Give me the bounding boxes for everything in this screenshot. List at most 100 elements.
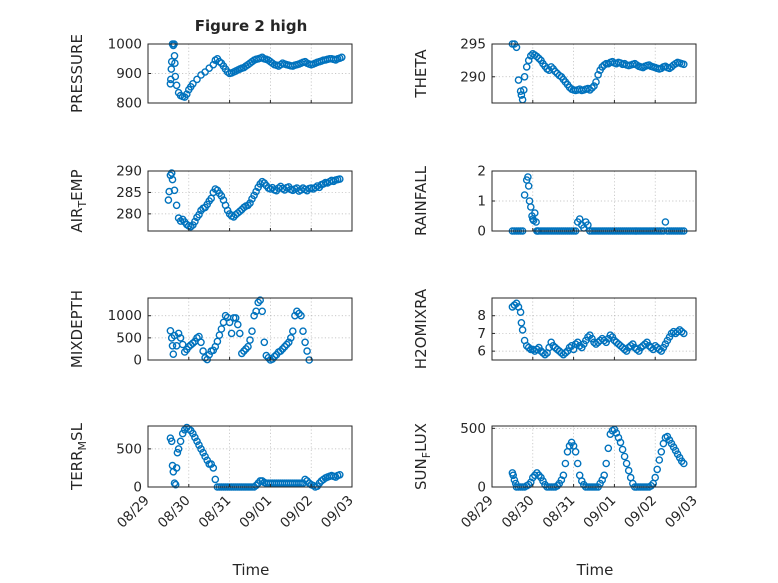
data-point xyxy=(335,470,344,479)
x-tick-label: 09/03 xyxy=(318,493,357,532)
data-point xyxy=(189,339,197,348)
data-point xyxy=(532,218,540,226)
data-point xyxy=(620,452,629,461)
data-point xyxy=(600,336,609,345)
data-point xyxy=(655,456,664,464)
x-tick-label: 08/30 xyxy=(499,493,538,532)
data-point xyxy=(172,341,181,350)
data-point xyxy=(288,327,297,336)
data-point xyxy=(189,429,197,438)
data-point xyxy=(280,342,289,351)
data-point xyxy=(335,175,344,183)
data-point xyxy=(167,437,176,446)
data-point xyxy=(561,459,570,468)
x-tick-label: 08/30 xyxy=(155,493,194,532)
data-point xyxy=(240,347,248,355)
y-tick-label: 0 xyxy=(133,480,142,496)
data-point xyxy=(590,82,598,90)
y-axis-label: AIRTEMP xyxy=(68,169,89,232)
data-point xyxy=(242,345,250,353)
data-point xyxy=(176,437,185,446)
data-point xyxy=(539,349,547,357)
y-tick-label: 7 xyxy=(477,326,486,342)
x-tick-label: 09/02 xyxy=(621,493,660,532)
data-point xyxy=(168,175,177,184)
y-axis-label: PRESSURE xyxy=(68,34,86,113)
x-tick-label: 08/31 xyxy=(540,493,579,532)
data-point xyxy=(541,350,549,359)
data-point xyxy=(575,341,584,350)
data-point xyxy=(254,298,263,307)
data-point xyxy=(531,209,539,217)
data-point xyxy=(256,296,265,305)
data-point xyxy=(565,343,574,352)
x-tick-label: 09/03 xyxy=(662,493,701,532)
data-point xyxy=(592,78,600,86)
subplot-6: 6 7 8 H2OMIXRA xyxy=(412,288,697,369)
data-point xyxy=(244,201,252,210)
y-axis-label: RAINFALL xyxy=(412,165,430,236)
data-point xyxy=(651,473,660,482)
data-point xyxy=(586,86,594,94)
y-tick-label: 1000 xyxy=(108,308,142,324)
data-point xyxy=(211,475,220,484)
data-point xyxy=(215,331,224,340)
data-point xyxy=(293,307,301,316)
data-point xyxy=(311,183,320,192)
data-point xyxy=(571,340,580,348)
data-point xyxy=(209,60,218,69)
data-point xyxy=(510,476,519,484)
data-point xyxy=(195,441,203,449)
data-point xyxy=(535,54,543,63)
data-point xyxy=(547,63,556,71)
y-tick-label: 280 xyxy=(116,206,142,222)
data-point xyxy=(171,59,179,68)
data-point xyxy=(217,325,226,333)
y-tick-label: 290 xyxy=(460,69,486,85)
axes-frame xyxy=(147,170,353,232)
data-point xyxy=(680,459,688,468)
data-point xyxy=(604,444,613,453)
x-axis-label-right: Time xyxy=(576,561,614,579)
data-point xyxy=(561,349,570,357)
data-point xyxy=(284,338,293,347)
data-point xyxy=(235,329,244,338)
y-tick-label: 1 xyxy=(477,194,486,210)
data-point xyxy=(171,480,180,489)
data-point xyxy=(588,84,596,92)
data-point xyxy=(616,438,625,447)
data-point xyxy=(171,72,180,81)
data-point xyxy=(193,437,201,446)
subplot-2: 290 295 THETA xyxy=(412,37,697,104)
data-point xyxy=(260,338,269,347)
data-point xyxy=(209,464,218,472)
data-point xyxy=(244,342,252,351)
data-point xyxy=(517,318,526,327)
data-point xyxy=(533,345,541,354)
data-point xyxy=(167,65,176,73)
data-point xyxy=(195,210,203,219)
y-tick-label: 6 xyxy=(477,344,486,360)
y-tick-label: 0 xyxy=(133,353,142,369)
data-point xyxy=(170,186,179,195)
data-point xyxy=(524,182,533,190)
data-point xyxy=(166,326,175,335)
data-point xyxy=(571,447,580,456)
y-tick-label: 900 xyxy=(116,66,142,82)
data-point xyxy=(301,338,309,347)
y-tick-label: 295 xyxy=(460,37,486,53)
data-point xyxy=(197,445,205,453)
data-point xyxy=(524,343,533,352)
data-point xyxy=(172,464,181,472)
y-axis-label: TERRMSL xyxy=(68,422,89,491)
y-tick-label: 0 xyxy=(477,480,486,496)
y-tick-label: 500 xyxy=(460,421,486,437)
subplot-1: 800 900 1000 PRESSURE xyxy=(68,34,353,113)
data-point xyxy=(248,327,256,336)
data-point xyxy=(207,460,215,468)
data-point xyxy=(680,329,688,338)
data-point xyxy=(231,314,240,322)
data-point xyxy=(250,311,258,320)
data-point xyxy=(250,191,258,200)
